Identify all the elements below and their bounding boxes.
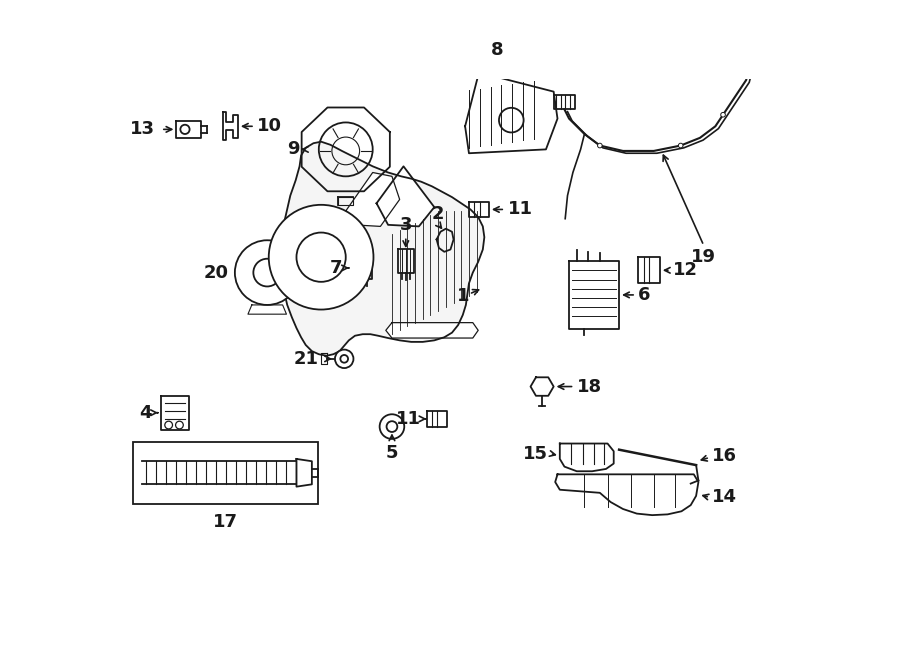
Polygon shape <box>386 323 478 338</box>
Text: 11: 11 <box>508 200 533 218</box>
Text: 4: 4 <box>140 404 152 422</box>
Text: 11: 11 <box>396 410 421 428</box>
Polygon shape <box>346 173 400 226</box>
Polygon shape <box>296 459 312 486</box>
Polygon shape <box>222 112 238 140</box>
Polygon shape <box>176 121 201 138</box>
Polygon shape <box>283 141 484 356</box>
Circle shape <box>335 350 354 368</box>
Circle shape <box>235 240 300 305</box>
Bar <box>133 442 318 504</box>
Text: 19: 19 <box>691 248 716 266</box>
Polygon shape <box>398 249 413 272</box>
Polygon shape <box>376 167 435 226</box>
Text: 8: 8 <box>491 40 504 59</box>
Polygon shape <box>248 305 286 314</box>
Circle shape <box>269 205 373 309</box>
Polygon shape <box>555 475 698 515</box>
Polygon shape <box>338 197 354 205</box>
Polygon shape <box>302 108 390 191</box>
Text: 15: 15 <box>523 445 547 463</box>
Polygon shape <box>427 411 446 426</box>
Polygon shape <box>554 95 575 109</box>
Text: 1: 1 <box>456 287 469 305</box>
Text: 6: 6 <box>638 286 651 304</box>
Polygon shape <box>569 261 619 329</box>
Text: 3: 3 <box>400 216 412 234</box>
Text: 14: 14 <box>712 488 736 506</box>
Circle shape <box>340 355 348 363</box>
Polygon shape <box>161 396 189 430</box>
Polygon shape <box>560 444 614 471</box>
Polygon shape <box>321 354 328 364</box>
Circle shape <box>254 258 281 286</box>
Text: 9: 9 <box>287 140 300 159</box>
Text: 5: 5 <box>386 444 398 461</box>
Text: 10: 10 <box>257 117 283 136</box>
Polygon shape <box>465 73 557 153</box>
Circle shape <box>598 143 602 148</box>
Text: 16: 16 <box>712 447 736 465</box>
Text: 2: 2 <box>432 204 445 223</box>
Polygon shape <box>469 202 489 217</box>
Polygon shape <box>638 257 660 284</box>
Circle shape <box>296 233 346 282</box>
Text: 21: 21 <box>293 350 319 368</box>
Text: 18: 18 <box>577 377 602 395</box>
Polygon shape <box>530 377 554 396</box>
Text: 13: 13 <box>130 120 155 138</box>
Text: 20: 20 <box>203 264 229 282</box>
Polygon shape <box>436 229 454 252</box>
Circle shape <box>380 414 404 439</box>
Text: 12: 12 <box>673 261 698 280</box>
Polygon shape <box>352 257 372 279</box>
Circle shape <box>721 112 725 117</box>
Text: 17: 17 <box>213 513 238 531</box>
Text: 7: 7 <box>330 259 343 277</box>
Circle shape <box>679 143 683 148</box>
